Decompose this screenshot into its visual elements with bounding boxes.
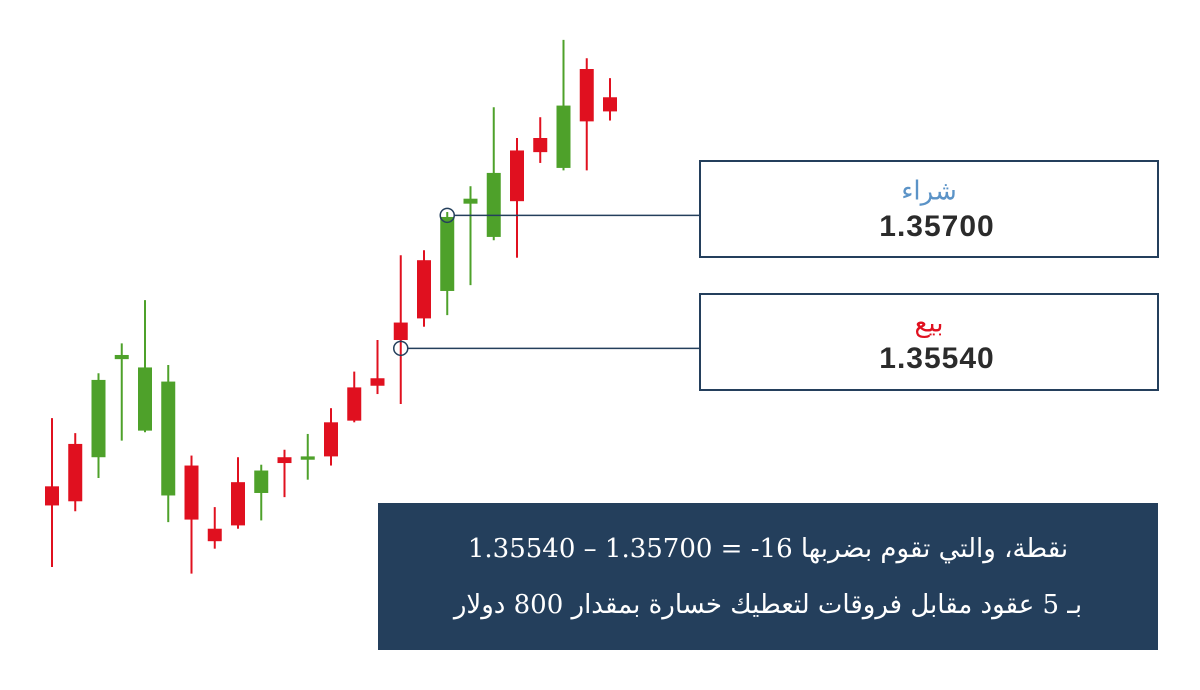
candle-body <box>231 482 245 526</box>
candle-body <box>277 457 292 464</box>
candle-body <box>300 456 315 460</box>
candle-body <box>440 216 455 291</box>
candle-body <box>486 172 501 237</box>
candle-body <box>556 105 571 168</box>
sell-price: 1.35540 <box>879 342 994 375</box>
note-line: 1.35540 – 1.35700 = -16 نقطة، والتي تقوم… <box>468 534 1068 564</box>
candle-body <box>603 97 617 112</box>
candle-body <box>463 198 478 204</box>
buy-label: شراء <box>901 177 957 207</box>
candle-body <box>533 138 548 153</box>
candle-body <box>184 465 199 520</box>
candle-body <box>324 422 338 457</box>
candle-body <box>510 150 524 202</box>
candle-body <box>114 354 129 360</box>
candle-body <box>393 322 408 341</box>
buy-price: 1.35700 <box>879 210 994 243</box>
buy-box <box>699 160 1159 258</box>
candle-body <box>254 470 269 493</box>
candle-body <box>138 367 152 431</box>
candle-body <box>207 528 222 542</box>
candle-body <box>417 260 431 319</box>
note-box <box>378 503 1158 650</box>
candle-body <box>161 381 176 496</box>
note-line: بـ 5 عقود مقابل فروقات لتعطيك خسارة بمقد… <box>452 590 1082 620</box>
candle-body <box>91 379 106 458</box>
candle-body <box>370 378 385 386</box>
candle-body <box>45 486 59 506</box>
candle-body <box>347 387 362 421</box>
candle-body <box>579 69 594 122</box>
price-marker <box>439 207 455 224</box>
candle-body <box>68 443 83 502</box>
sell-label: بيع <box>915 309 944 339</box>
sell-box <box>699 293 1159 391</box>
price-marker <box>393 340 409 357</box>
